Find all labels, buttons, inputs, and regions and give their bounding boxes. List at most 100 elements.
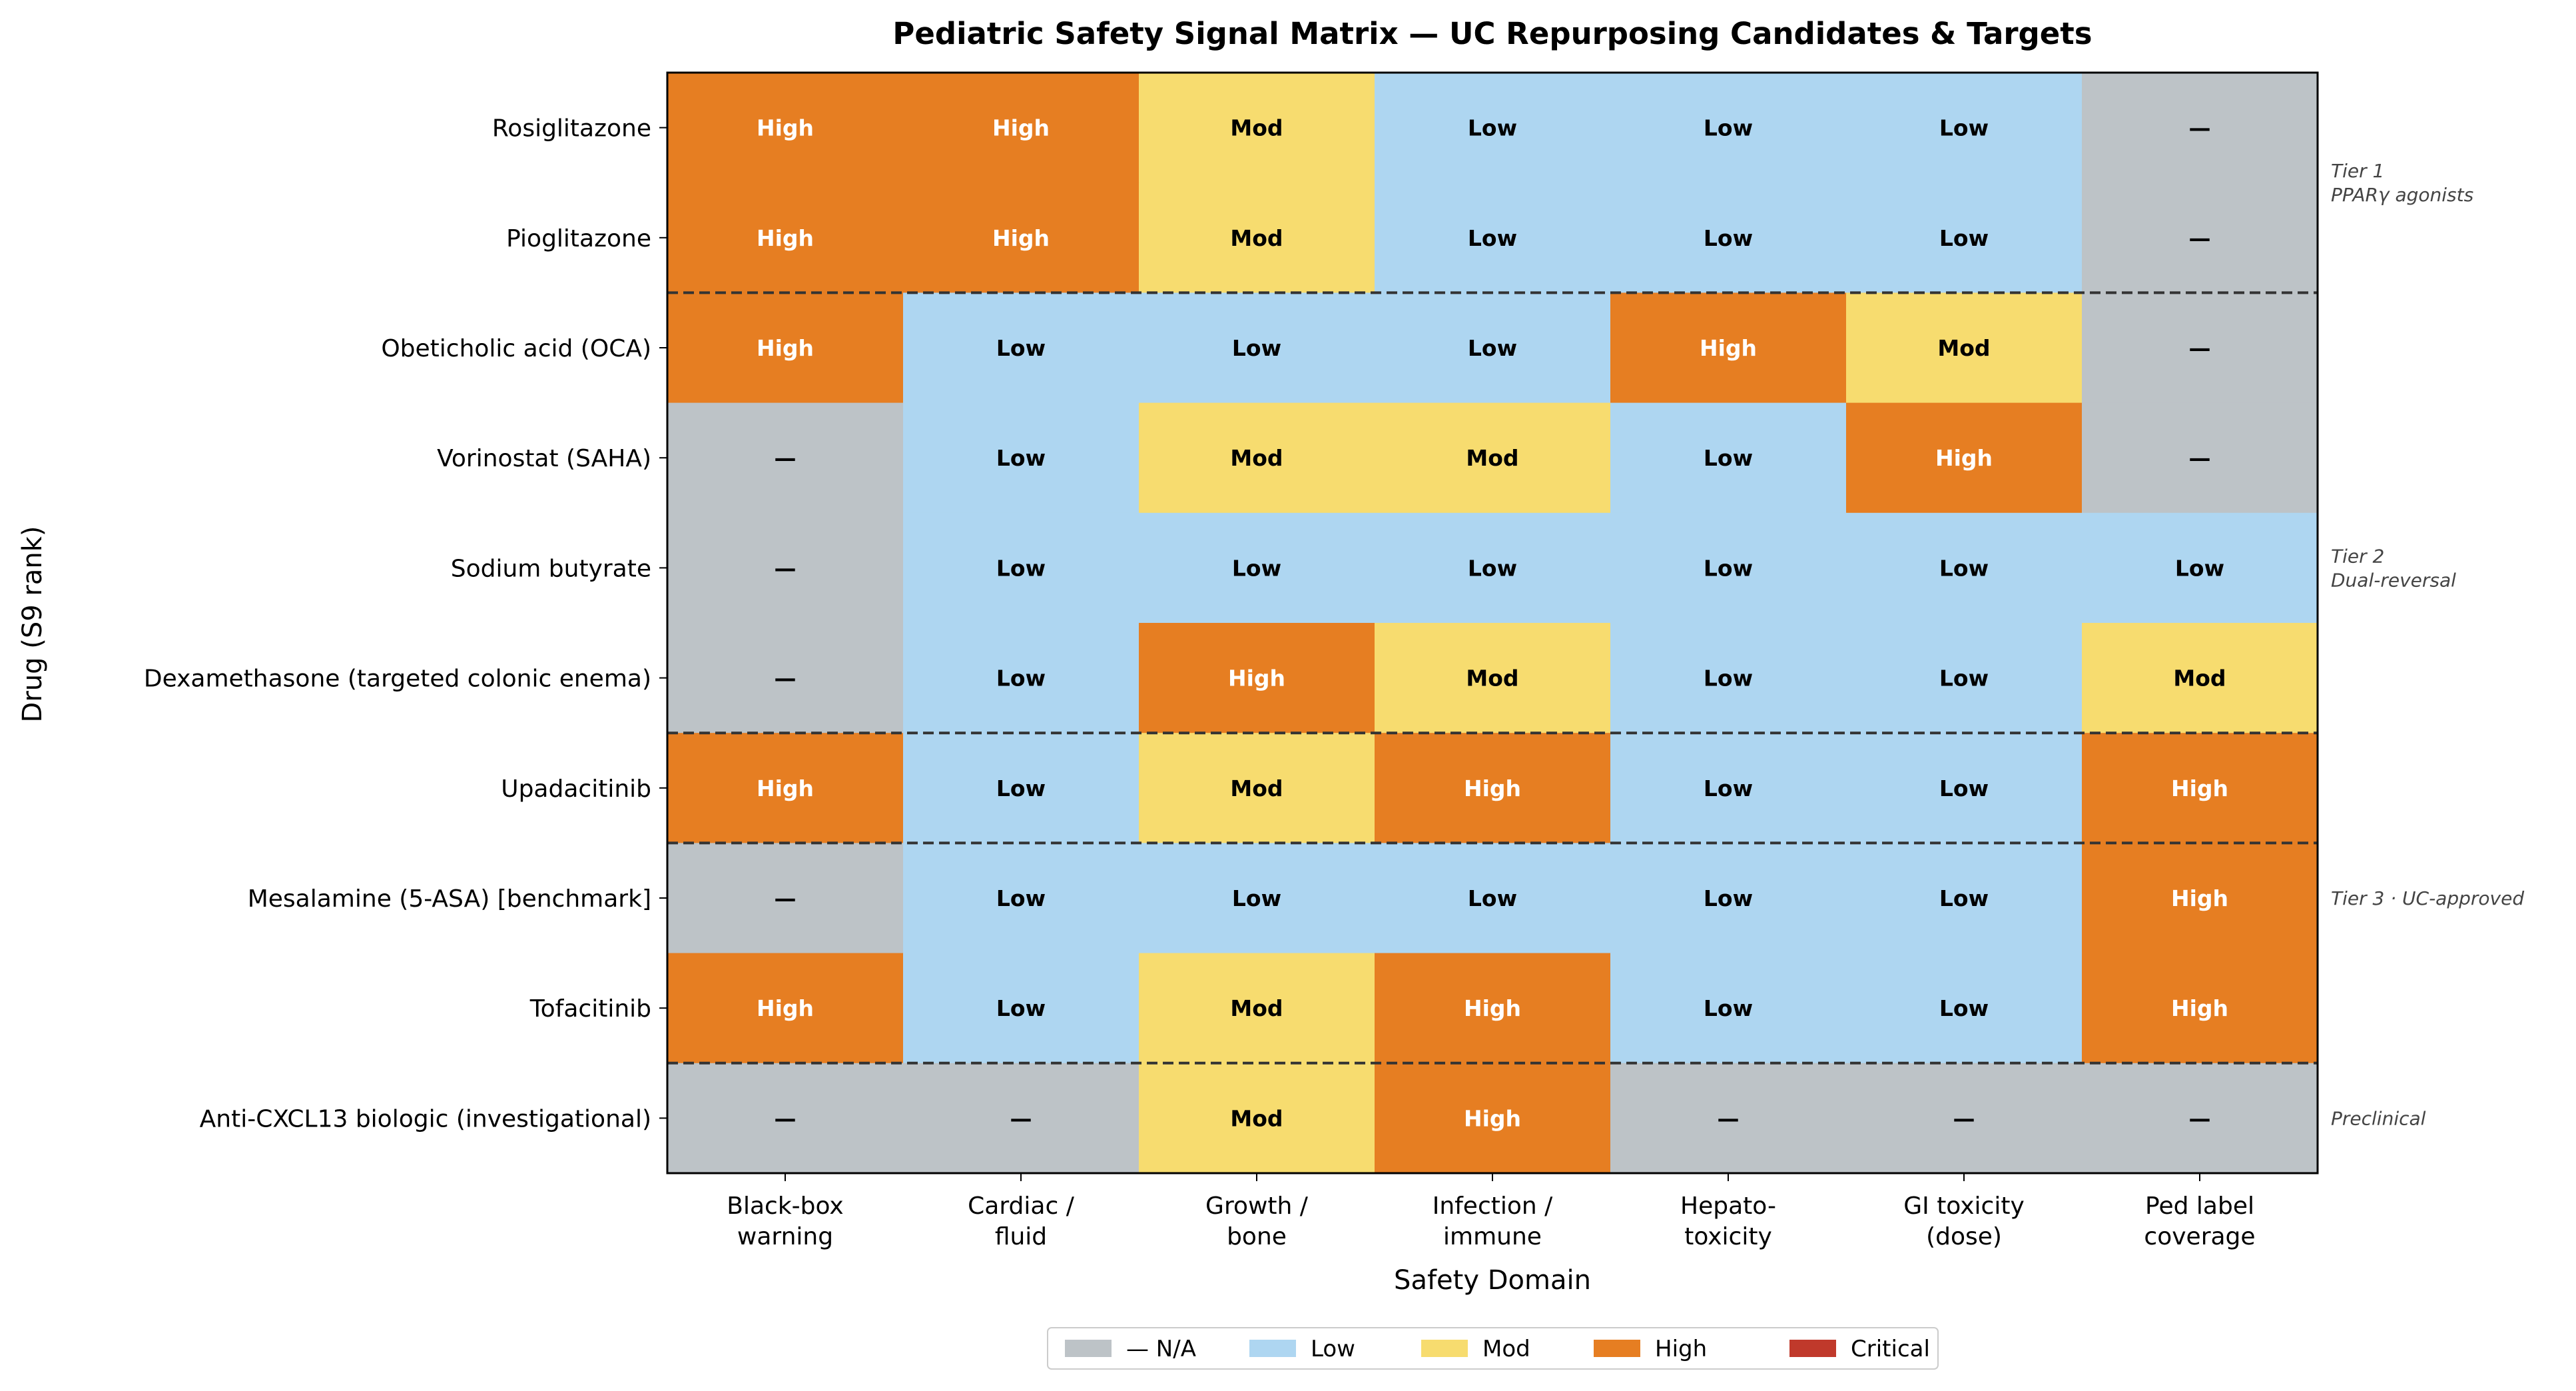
heatmap-cell xyxy=(1375,292,1611,404)
cell-label: High xyxy=(757,995,814,1021)
cell-label: Mod xyxy=(2173,666,2226,692)
heatmap-cell xyxy=(1139,843,1375,954)
heatmap-cell xyxy=(1139,512,1375,624)
y-tick-label: Obeticholic acid (OCA) xyxy=(381,335,651,362)
heatmap-cell xyxy=(1610,843,1847,954)
x-tick-label: Growth / xyxy=(1205,1192,1309,1220)
x-tick-label: bone xyxy=(1227,1223,1287,1250)
legend: — N/A Low Mod High Critical xyxy=(1047,1327,1939,1370)
legend-label: Mod xyxy=(1482,1336,1530,1362)
y-tick-label: Mesalamine (5-ASA) [benchmark] xyxy=(248,885,651,913)
legend-label: — N/A xyxy=(1126,1336,1196,1362)
heatmap-cell xyxy=(1139,623,1375,733)
cell-label: High xyxy=(757,335,814,361)
cell-label: — xyxy=(2189,225,2211,251)
heatmap-cell xyxy=(1139,733,1375,843)
cell-label: Low xyxy=(1939,995,1989,1021)
x-tick-label: toxicity xyxy=(1684,1223,1772,1250)
cell-label: Low xyxy=(1468,225,1517,251)
x-tick-labels: Black-box warning Cardiac / fluid Growth / bo… xyxy=(727,1173,2256,1250)
cell-label: Low xyxy=(1704,555,1753,581)
cell-label: High xyxy=(1464,775,1521,801)
heatmap-cell xyxy=(1610,1063,1847,1174)
heatmap-cell xyxy=(903,402,1139,514)
cell-label: — xyxy=(1010,1105,1032,1131)
heatmap-cell xyxy=(1846,843,2083,954)
cell-label: High xyxy=(1700,335,1757,361)
cell-label: Low xyxy=(1939,225,1989,251)
heatmap-cells: High High Mod Low Low Low — High High Mod Low Low Lo… xyxy=(667,73,2318,1174)
x-tick-label: Infection / xyxy=(1433,1192,1553,1220)
cell-label: — xyxy=(775,885,797,911)
y-tick-label: Upadacitinib xyxy=(501,775,651,803)
heatmap-cell xyxy=(667,623,904,733)
cell-label: Mod xyxy=(1466,445,1518,471)
cell-label: — xyxy=(1953,1105,1975,1131)
legend-frame xyxy=(1047,1327,1939,1370)
heatmap-cell xyxy=(1846,953,2083,1064)
heatmap-cell xyxy=(1846,512,2083,624)
tier-label: Dual-reversal xyxy=(2331,569,2456,591)
heatmap-cell xyxy=(1610,402,1847,514)
heatmap-cell xyxy=(1375,402,1611,514)
cell-label: Low xyxy=(1468,885,1517,911)
cell-label: — xyxy=(775,1105,797,1131)
cell-label: Low xyxy=(1704,666,1753,692)
cell-label: Low xyxy=(996,775,1046,801)
heatmap-cell xyxy=(2082,183,2318,293)
cell-label: Low xyxy=(996,555,1046,581)
heatmap-cell xyxy=(1375,512,1611,624)
heatmap-cell xyxy=(1846,402,2083,514)
heatmap-cell xyxy=(1375,623,1611,733)
heatmap-cell xyxy=(1139,73,1375,183)
heatmap-cell xyxy=(1375,733,1611,843)
y-tick-label: Anti-CXCL13 biologic (investigational) xyxy=(200,1105,651,1133)
heatmap-cell xyxy=(667,843,904,954)
heatmap-cell xyxy=(2082,512,2318,624)
heatmap-cell xyxy=(1610,953,1847,1064)
x-tick-label: immune xyxy=(1443,1223,1542,1250)
cell-label: Mod xyxy=(1230,995,1283,1021)
heatmap-cell xyxy=(1375,843,1611,954)
cell-label: High xyxy=(2171,885,2228,911)
heatmap-cell xyxy=(2082,623,2318,733)
heatmap-cell xyxy=(1139,953,1375,1064)
y-axis-label: Drug (S9 rank) xyxy=(17,526,48,723)
heatmap-cell xyxy=(1375,73,1611,183)
cell-label: Mod xyxy=(1937,335,1990,361)
cell-label: Mod xyxy=(1230,775,1283,801)
cell-label: Low xyxy=(996,335,1046,361)
heatmap-cell xyxy=(1846,733,2083,843)
tier-label: PPARγ agonists xyxy=(2331,184,2473,206)
heatmap-cell xyxy=(667,512,904,624)
heatmap-cell xyxy=(1610,73,1847,183)
x-tick-label: GI toxicity xyxy=(1903,1192,2025,1220)
legend-label: High xyxy=(1655,1336,1707,1362)
tier-label: Preclinical xyxy=(2331,1107,2426,1129)
cell-label: High xyxy=(1935,445,1993,471)
heatmap-cell xyxy=(903,292,1139,404)
heatmap-cell xyxy=(667,1063,904,1174)
group-separators xyxy=(667,291,2318,1065)
heatmap-cell xyxy=(903,512,1139,624)
cell-label: Low xyxy=(1468,335,1517,361)
cell-label: Low xyxy=(996,445,1046,471)
heatmap-cell xyxy=(1610,512,1847,624)
y-tick-labels: Rosiglitazone Pioglitazone Obeticholic aci… xyxy=(144,115,667,1133)
cell-label: Mod xyxy=(1230,1105,1283,1131)
heatmap-cell xyxy=(1610,733,1847,843)
legend-label: Critical xyxy=(1851,1336,1930,1362)
heatmap-cell xyxy=(1610,183,1847,293)
heatmap-cell xyxy=(2082,1063,2318,1174)
x-axis-label: Safety Domain xyxy=(1394,1265,1591,1296)
x-tick-label: Cardiac / xyxy=(968,1192,1075,1220)
cell-label: Low xyxy=(1704,445,1753,471)
cell-label: — xyxy=(2189,115,2211,141)
legend-swatch xyxy=(1789,1340,1836,1357)
cell-label: Low xyxy=(1704,115,1753,141)
legend-label: Low xyxy=(1311,1336,1355,1362)
heatmap-cell xyxy=(1375,953,1611,1064)
cell-label: High xyxy=(992,115,1050,141)
heatmap-cell xyxy=(903,73,1139,183)
cell-label: Low xyxy=(1232,335,1281,361)
